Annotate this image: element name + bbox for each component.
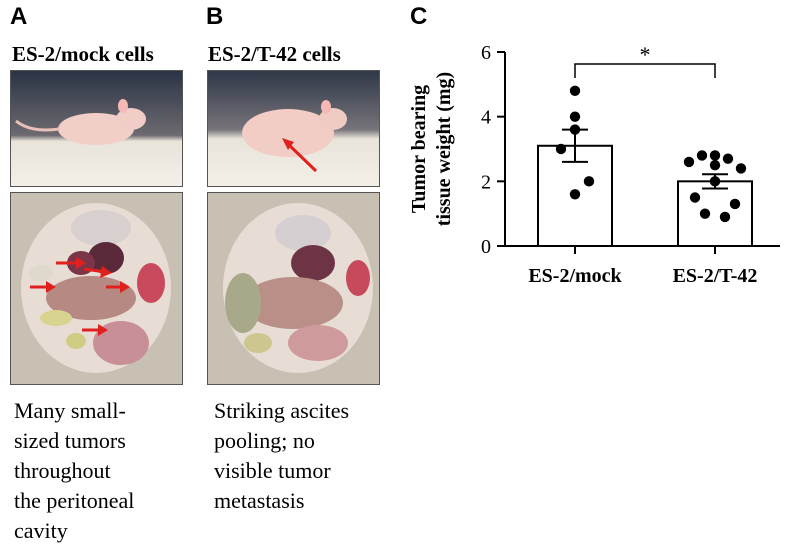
necropsy-t42-photo xyxy=(207,192,380,385)
panel-a-caption: Many small- sized tumors throughout the … xyxy=(14,398,135,543)
tumor-weight-chart: Tumor bearing tissue weight (mg) 0 2 4 6 ES-… xyxy=(408,42,780,287)
data-point xyxy=(709,176,721,187)
panel-b-letter: B xyxy=(206,3,224,30)
y-axis-label-line: Tumor bearing xyxy=(408,85,430,213)
mouse-mock-photo xyxy=(10,70,183,187)
panel-b-title: ES-2/T-42 cells xyxy=(208,42,341,66)
data-point xyxy=(583,176,595,187)
x-tick-label: ES-2/mock xyxy=(528,265,622,287)
significance-bracket xyxy=(574,63,716,78)
y-tick-label: 4 xyxy=(481,107,491,129)
significance-label: * xyxy=(640,42,651,67)
panel-c-letter: C xyxy=(410,3,428,30)
mouse-t42-photo xyxy=(207,70,380,187)
data-point xyxy=(689,192,701,203)
data-point xyxy=(683,156,695,168)
data-point xyxy=(709,159,721,171)
bar-ES-2/T-42 xyxy=(677,180,753,247)
panel-a-title: ES-2/mock cells xyxy=(12,42,154,66)
y-tick-label: 6 xyxy=(481,42,491,64)
panel-b-caption: Striking ascites pooling; no visible tum… xyxy=(214,398,350,513)
data-point xyxy=(569,189,581,200)
y-tick-label: 0 xyxy=(481,236,491,258)
y-tick-label: 2 xyxy=(481,171,491,193)
y-axis-label: Tumor bearing tissue weight (mg) xyxy=(408,72,455,226)
data-point xyxy=(569,85,581,96)
red-arrow-icon xyxy=(30,257,130,336)
data-point xyxy=(555,143,567,155)
data-point xyxy=(696,150,708,161)
x-tick-label: ES-2/T-42 xyxy=(673,265,758,287)
panel-a-letter: A xyxy=(10,3,28,30)
data-point xyxy=(735,163,747,174)
data-point xyxy=(569,111,581,122)
red-arrow-icon xyxy=(282,138,294,150)
data-point xyxy=(729,198,741,210)
data-point xyxy=(722,153,734,164)
y-axis-label-line: tissue weight (mg) xyxy=(433,72,455,226)
tumor-arrows xyxy=(30,257,130,336)
data-point xyxy=(699,208,711,219)
data-point xyxy=(569,124,581,135)
data-point xyxy=(719,211,731,223)
data-point xyxy=(709,150,721,161)
necropsy-mock-photo xyxy=(10,192,183,385)
